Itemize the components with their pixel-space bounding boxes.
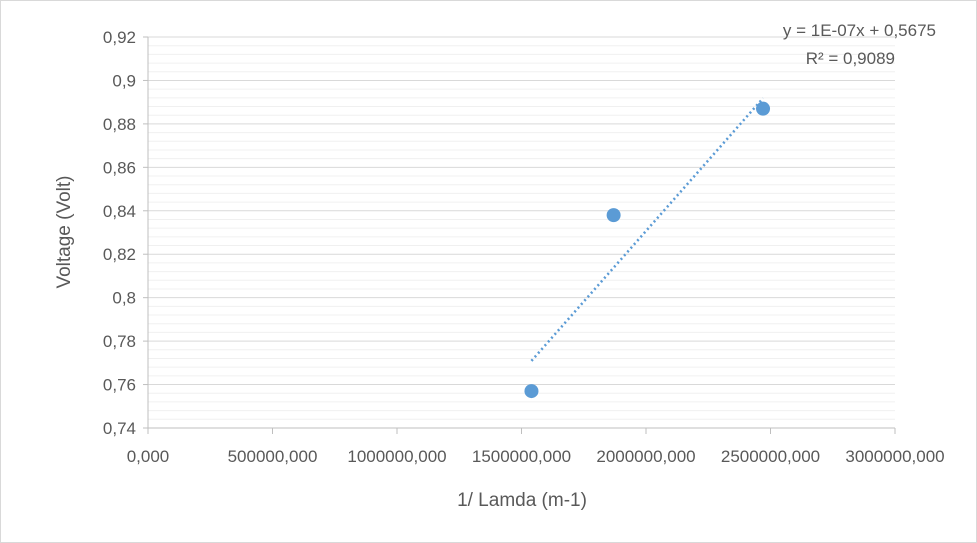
x-tick-label: 1500000,000: [472, 447, 571, 466]
data-point: [524, 384, 539, 399]
y-tick-label: 0,8: [112, 289, 136, 308]
y-tick-labels: 0,74 0,76 0,78 0,8 0,82 0,84 0,86 0,88 0,9 0,92: [103, 28, 136, 438]
x-tick-label: 500000,000: [228, 447, 318, 466]
x-tick-label: 1000000,000: [347, 447, 446, 466]
trendline-path: [530, 97, 764, 362]
y-tick-label: 0,88: [103, 115, 136, 134]
y-axis-title: Voltage (Volt): [54, 175, 75, 288]
major-gridlines: [148, 36, 895, 429]
data-points: [524, 101, 771, 399]
trendline-equation: y = 1E-07x + 0,5675: [783, 21, 936, 40]
y-tick-label: 0,84: [103, 202, 136, 221]
y-tick-label: 0,78: [103, 332, 136, 351]
x-axis-title: 1/ Lamda (m-1): [457, 490, 587, 511]
x-tick-label: 3000000,000: [845, 447, 944, 466]
axes: [143, 36, 896, 434]
x-tick-label: 2000000,000: [596, 447, 695, 466]
y-tick-label: 0,74: [103, 419, 136, 438]
y-tick-label: 0,82: [103, 245, 136, 264]
y-tick-label: 0,86: [103, 158, 136, 177]
data-point: [756, 101, 771, 116]
y-tick-label: 0,9: [112, 71, 136, 90]
data-point: [606, 208, 621, 223]
x-tick-label: 2500000,000: [721, 447, 820, 466]
x-tick-labels: 0,000 500000,000 1000000,000 1500000,000 200…: [127, 447, 945, 466]
x-tick-label: 0,000: [127, 447, 170, 466]
y-tick-label: 0,92: [103, 28, 136, 47]
y-tick-label: 0,76: [103, 376, 136, 395]
trendline: [530, 97, 764, 362]
minor-gridlines: [148, 45, 895, 420]
trendline-r-squared: R² = 0,9089: [806, 49, 895, 68]
